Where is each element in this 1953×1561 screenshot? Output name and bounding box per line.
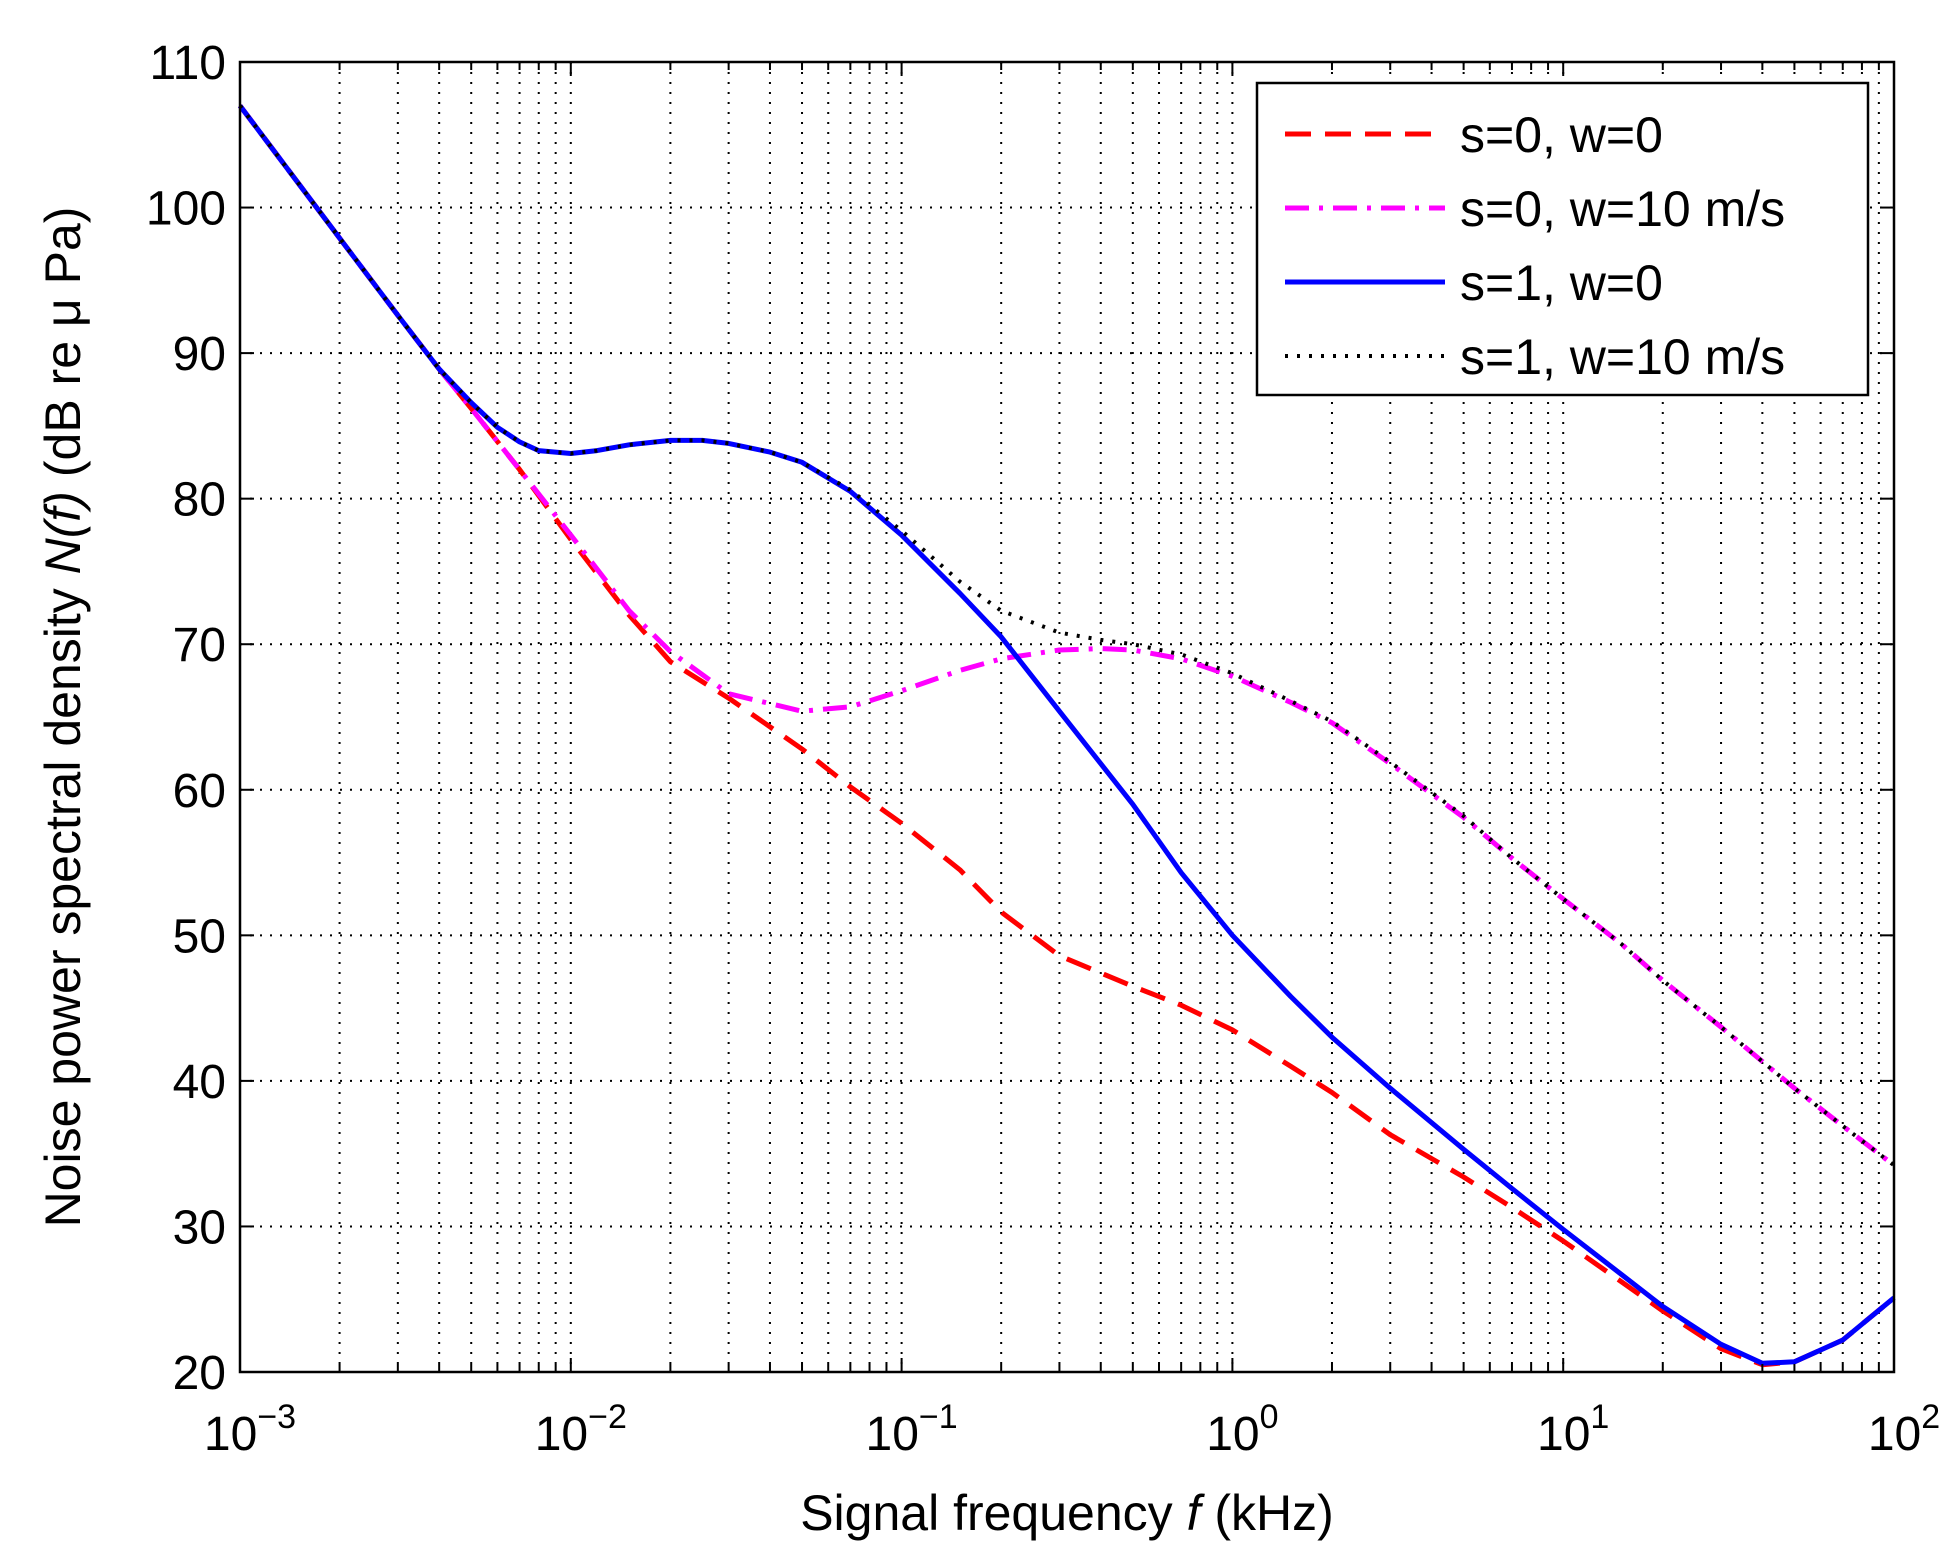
series-line-1 <box>238 104 1896 1368</box>
legend-label-3: s=1, w=0 <box>1460 255 1663 311</box>
x-tick-label: 100 <box>1206 1398 1278 1461</box>
x-tick-label: 10−3 <box>204 1398 296 1461</box>
legend-box <box>1255 81 1870 397</box>
x-tick-label: 101 <box>1537 1398 1609 1461</box>
series-line-4 <box>238 104 1896 1167</box>
x-tick-label: 10−1 <box>866 1398 958 1461</box>
series-line-3 <box>238 104 1896 1366</box>
y-tick-label: 20 <box>173 1347 226 1400</box>
legend-label-2: s=0, w=10 m/s <box>1460 181 1785 237</box>
y-tick-label: 60 <box>173 765 226 818</box>
y-tick-label: 80 <box>173 474 226 527</box>
legend: s=0, w=0 s=0, w=10 m/s s=1, w=0 s=1, w=10 m… <box>1255 81 1870 397</box>
series-layer <box>238 104 1896 1368</box>
x-tick-label: 102 <box>1868 1398 1940 1461</box>
y-tick-label: 30 <box>173 1201 226 1254</box>
tick-labels: 20 30 40 50 60 70 80 90 100 110 10−3 10−2 10−1 100 101… <box>146 37 1940 1461</box>
legend-label-1: s=0, w=0 <box>1460 107 1663 163</box>
y-tick-label: 100 <box>146 183 226 236</box>
plot-frame <box>238 60 1896 1374</box>
legend-label-4: s=1, w=10 m/s <box>1460 329 1785 385</box>
x-axis-label: Signal frequency f (kHz) <box>800 1485 1334 1541</box>
y-axis-label: Noise power spectral density N(f) (dB re… <box>35 207 91 1228</box>
y-tick-label: 110 <box>149 37 226 90</box>
y-tick-label: 40 <box>173 1056 226 1109</box>
y-tick-label: 90 <box>173 328 226 381</box>
y-tick-label: 50 <box>173 910 226 963</box>
tick-marks <box>240 61 1894 1373</box>
grid <box>240 62 1894 1372</box>
x-tick-label: 10−2 <box>535 1398 627 1461</box>
y-tick-label: 70 <box>173 619 226 672</box>
